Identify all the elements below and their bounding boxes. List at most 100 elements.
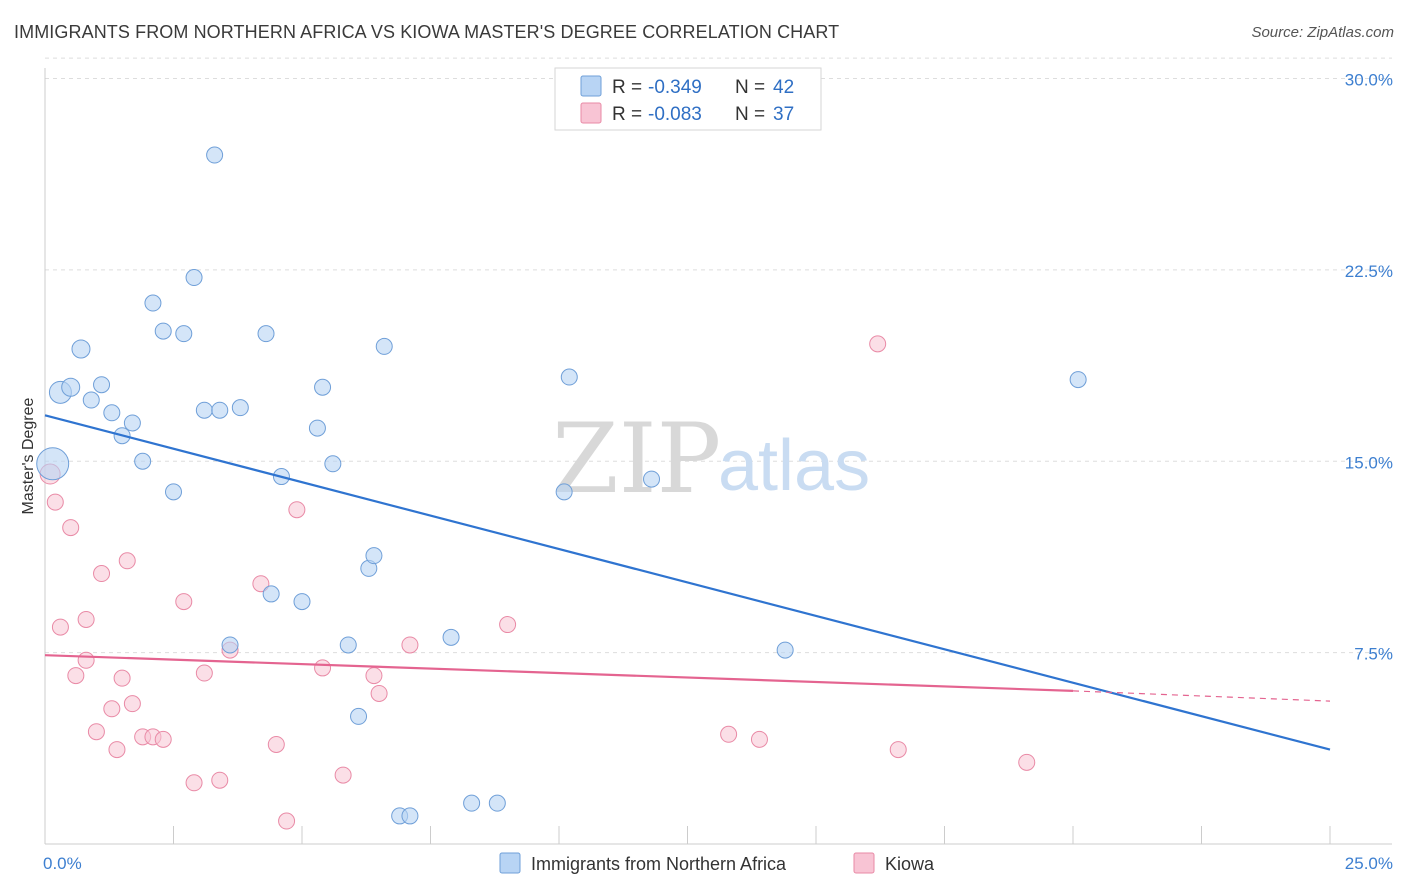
y-tick-label: 22.5% xyxy=(1345,262,1393,281)
chart-title: IMMIGRANTS FROM NORTHERN AFRICA VS KIOWA… xyxy=(14,22,840,42)
series-kiowa-points xyxy=(39,335,1036,830)
stats-swatch-pink xyxy=(580,102,602,124)
stats-pink-r-label: R = xyxy=(612,104,642,125)
kiowa-trend-extension xyxy=(1072,690,1331,702)
immigrants-point xyxy=(442,628,460,646)
kiowa-point xyxy=(51,618,69,636)
kiowa-point xyxy=(77,651,95,669)
kiowa-point xyxy=(252,575,270,593)
immigrants-point xyxy=(144,294,162,312)
kiowa-point xyxy=(103,700,121,718)
immigrants-point xyxy=(231,399,249,417)
stats-blue-n-label: N = xyxy=(735,77,765,98)
watermark-atlas: atlas xyxy=(718,426,870,506)
stats-pink-r-value: -0.083 xyxy=(648,104,702,125)
stats-blue-r-label: R = xyxy=(612,77,642,98)
source-credit: Source: ZipAtlas.com xyxy=(1251,24,1394,41)
kiowa-point xyxy=(314,659,332,677)
kiowa-point xyxy=(370,684,388,702)
kiowa-point xyxy=(185,774,203,792)
immigrants-point xyxy=(257,325,275,343)
x-tick-labels: 0.0% 25.0% xyxy=(43,854,1393,873)
immigrants-point xyxy=(262,585,280,603)
kiowa-point xyxy=(77,610,95,628)
immigrants-point xyxy=(154,322,172,340)
immigrants-point xyxy=(134,452,152,470)
immigrants-point xyxy=(488,794,506,812)
kiowa-point xyxy=(108,741,126,759)
x-tick-label-max: 25.0% xyxy=(1345,854,1393,873)
immigrants-point xyxy=(555,483,573,501)
kiowa-point xyxy=(67,667,85,685)
gridlines xyxy=(45,57,1392,654)
kiowa-point xyxy=(750,730,768,748)
immigrants-point xyxy=(211,401,229,419)
kiowa-point xyxy=(87,723,105,741)
y-tick-label: 7.5% xyxy=(1354,645,1393,664)
kiowa-point xyxy=(123,695,141,713)
legend-swatch-immigrants xyxy=(499,852,521,874)
immigrants-point xyxy=(339,636,357,654)
legend-swatch-kiowa xyxy=(853,852,875,874)
immigrants-point xyxy=(195,401,213,419)
kiowa-point xyxy=(869,335,887,353)
kiowa-point xyxy=(118,552,136,570)
kiowa-point xyxy=(720,725,738,743)
series-immigrants-points xyxy=(36,146,1087,825)
immigrants-point xyxy=(314,378,332,396)
kiowa-point xyxy=(288,501,306,519)
immigrants-point xyxy=(643,470,661,488)
stats-blue-r-value: -0.349 xyxy=(648,77,702,98)
immigrants-point xyxy=(776,641,794,659)
legend-label-immigrants: Immigrants from Northern Africa xyxy=(531,854,787,874)
immigrants-point xyxy=(221,636,239,654)
y-tick-label: 15.0% xyxy=(1345,453,1393,472)
stats-blue-n-value: 42 xyxy=(773,77,794,98)
kiowa-point xyxy=(889,741,907,759)
kiowa-point xyxy=(499,616,517,634)
immigrants-point xyxy=(350,707,368,725)
kiowa-point xyxy=(46,493,64,511)
immigrants-point xyxy=(165,483,182,501)
watermark: ZIP atlas xyxy=(552,403,870,515)
immigrants-point xyxy=(375,337,393,355)
immigrants-point xyxy=(206,146,224,164)
kiowa-trend-line xyxy=(44,654,1074,692)
legend-label-kiowa: Kiowa xyxy=(885,854,935,874)
immigrants-point xyxy=(175,325,193,343)
kiowa-point xyxy=(175,593,193,611)
immigrants-point xyxy=(308,419,326,437)
kiowa-point xyxy=(334,766,352,784)
immigrants-point xyxy=(293,593,311,611)
immigrants-point xyxy=(185,269,203,287)
immigrants-point xyxy=(93,376,111,394)
immigrants-point xyxy=(71,339,91,359)
y-tick-labels: 7.5% 15.0% 22.5% 30.0% xyxy=(1345,71,1393,664)
kiowa-point xyxy=(154,730,172,748)
kiowa-point xyxy=(113,669,131,687)
immigrants-point xyxy=(123,414,141,432)
kiowa-point xyxy=(93,565,111,583)
stats-swatch-blue xyxy=(580,75,602,97)
immigrants-trend-line xyxy=(44,414,1331,751)
immigrants-point xyxy=(324,455,342,473)
stats-box: R = -0.349 N = 42 R = -0.083 N = 37 xyxy=(554,67,822,131)
y-axis-label: Master's Degree xyxy=(20,397,37,514)
kiowa-point xyxy=(62,519,80,537)
immigrants-point xyxy=(36,447,70,481)
immigrants-point xyxy=(560,368,578,386)
kiowa-point xyxy=(267,735,285,753)
watermark-zip: ZIP xyxy=(552,403,721,515)
kiowa-point xyxy=(211,771,229,789)
stats-pink-n-label: N = xyxy=(735,104,765,125)
kiowa-point xyxy=(278,812,296,830)
y-tick-label: 30.0% xyxy=(1345,71,1393,90)
immigrants-point xyxy=(365,547,383,565)
kiowa-point xyxy=(401,636,419,654)
immigrants-point xyxy=(1069,371,1087,389)
trend-lines xyxy=(44,414,1331,751)
immigrants-point xyxy=(103,404,121,422)
immigrants-point xyxy=(61,377,81,397)
immigrants-point xyxy=(82,391,100,409)
